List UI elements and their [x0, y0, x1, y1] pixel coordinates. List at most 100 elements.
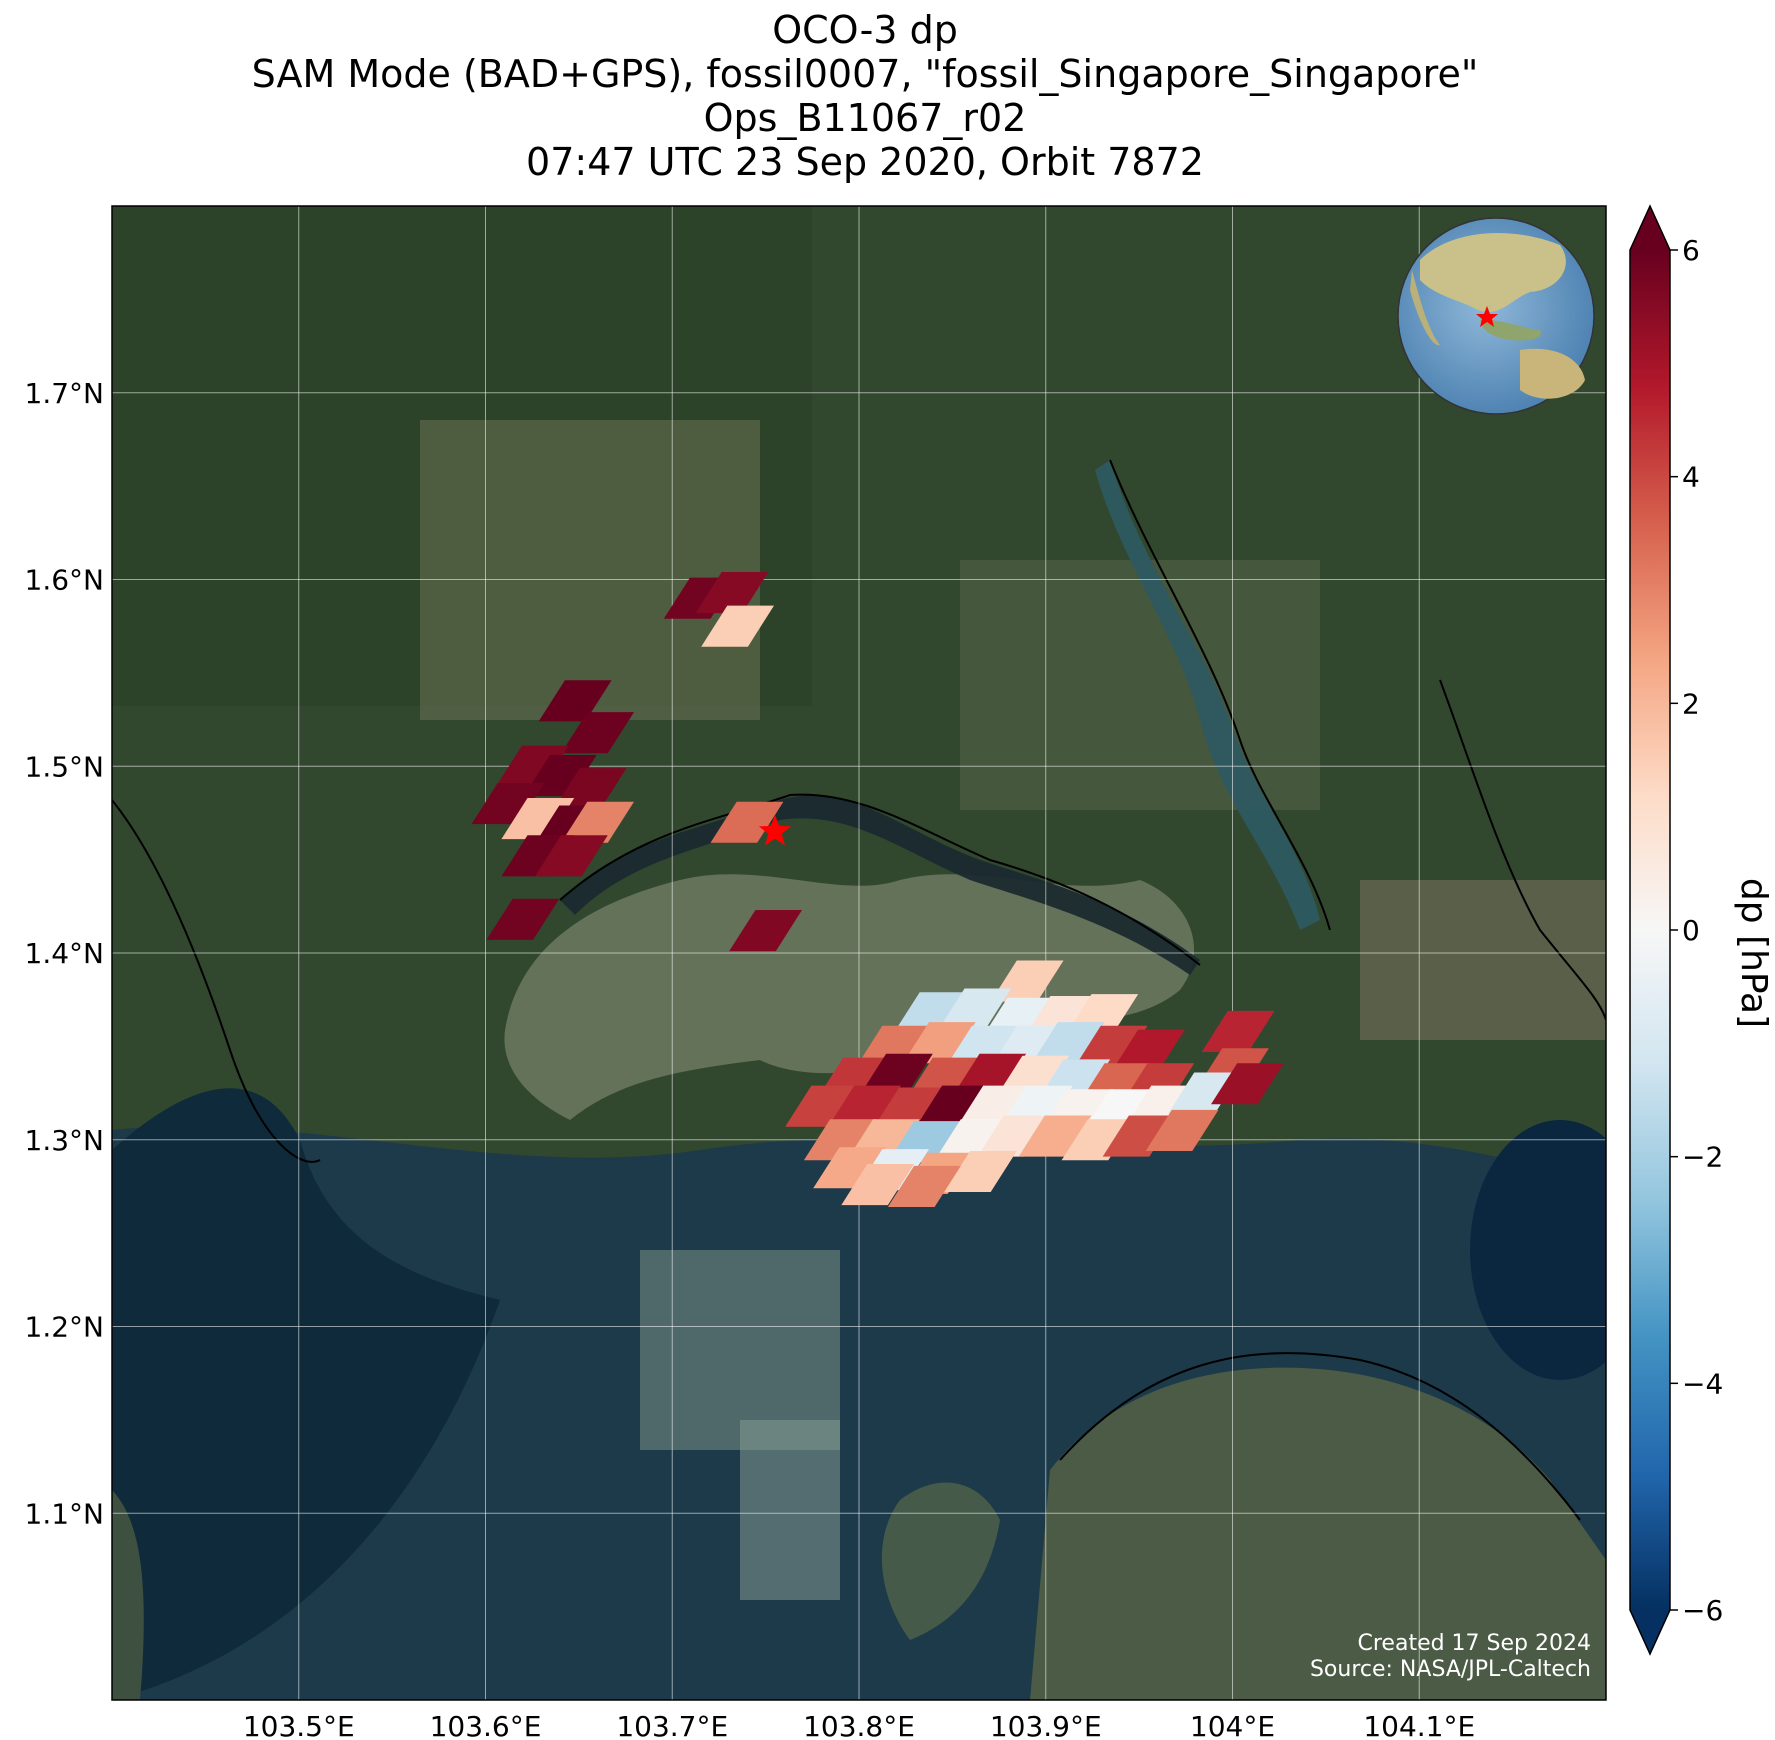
island-patch	[112, 1490, 144, 1700]
sounding-footprint	[695, 572, 769, 614]
colorbar-tick-label: 4	[1682, 461, 1700, 494]
urban-patch	[420, 420, 760, 720]
lon-tick-label: 103.7°E	[616, 1710, 728, 1740]
industrial-patch	[1360, 880, 1606, 1040]
sounding-footprint	[1018, 1115, 1092, 1157]
sounding-footprint	[957, 1085, 1030, 1127]
sounding-footprint	[813, 1147, 887, 1189]
colorbar-tick-label: 6	[1682, 234, 1700, 267]
lat-tick-label: 1.5°N	[25, 750, 104, 783]
colorbar-extend-bottom	[1630, 1610, 1670, 1654]
colorbar-tick-label: 0	[1682, 914, 1700, 947]
gridlines	[112, 206, 1606, 1700]
lat-tick-label: 1.7°N	[25, 377, 104, 410]
sounding-footprint	[561, 801, 634, 843]
figure-title: OCO-3 dp SAM Mode (BAD+GPS), fossil0007,…	[0, 8, 1730, 184]
sounding-footprint	[486, 898, 560, 940]
sounding-footprint	[859, 1053, 933, 1095]
colorbar-extend-top	[1630, 206, 1670, 250]
lon-tick-label: 103.6°E	[430, 1710, 542, 1740]
title-line-3: Ops_B11067_r02	[703, 96, 1027, 140]
globe-india-landmass	[1410, 270, 1440, 346]
title-line-2: SAM Mode (BAD+GPS), fossil0007, "fossil_…	[251, 52, 1479, 96]
sounding-footprint	[1061, 1119, 1135, 1161]
sounding-footprint	[934, 1119, 1008, 1161]
lat-tick-label: 1.2°N	[25, 1311, 104, 1344]
sounding-footprint	[501, 798, 575, 840]
globe-asia-landmass	[1420, 233, 1566, 313]
latitude-tick-labels: 1.1°N 1.2°N 1.3°N 1.4°N 1.5°N 1.6°N 1.7°N	[25, 377, 104, 1531]
sounding-footprint	[893, 992, 967, 1034]
title-line-1: OCO-3 dp	[772, 8, 958, 52]
sounding-footprint	[1102, 1115, 1176, 1157]
coastline	[1059, 1352, 1581, 1521]
lon-tick-label: 104.1°E	[1363, 1710, 1475, 1740]
urban-patch	[960, 560, 1320, 810]
lon-tick-label: 103.5°E	[243, 1710, 355, 1740]
colorbar-gradient	[1630, 250, 1670, 1610]
sounding-footprint	[1168, 1072, 1241, 1114]
sounding-footprint	[710, 801, 784, 843]
colorbar-tick-label: −4	[1682, 1367, 1723, 1400]
sounding-footprint	[1074, 1025, 1148, 1067]
sounding-footprint	[538, 680, 612, 722]
deep-sea-west	[112, 1088, 500, 1700]
credit-source: Source: NASA/JPL-Caltech	[1310, 1657, 1591, 1682]
sounding-footprint	[1201, 1010, 1275, 1052]
colorbar-ticks: 6 4 2 0 −2 −4 −6	[1670, 234, 1723, 1627]
sounding-footprint	[902, 1022, 976, 1064]
sounding-footprint	[729, 910, 802, 952]
sounding-footprint	[803, 1119, 877, 1161]
sounding-footprint	[944, 1151, 1017, 1192]
sounding-footprints	[471, 572, 1284, 1207]
sounding-footprint	[887, 1165, 961, 1207]
sounding-footprint	[977, 1115, 1051, 1157]
sounding-footprint	[873, 1087, 946, 1129]
lat-tick-label: 1.4°N	[25, 937, 104, 970]
lon-tick-label: 104°E	[1190, 1710, 1275, 1740]
inset-globe	[1397, 217, 1595, 415]
title-line-4: 07:47 UTC 23 Sep 2020, Orbit 7872	[526, 140, 1204, 184]
sounding-footprint	[938, 988, 1012, 1030]
coastline	[1109, 459, 1331, 931]
sea-east	[1470, 1120, 1606, 1380]
colorbar-tick-label: −6	[1682, 1594, 1723, 1627]
sounding-footprint	[561, 712, 634, 754]
sounding-footprint	[1031, 1022, 1105, 1064]
lon-tick-label: 103.9°E	[990, 1710, 1102, 1740]
sounding-footprint	[828, 1085, 901, 1127]
lat-tick-label: 1.1°N	[25, 1497, 104, 1530]
target-star-marker	[758, 814, 792, 846]
sea-glint	[640, 1250, 840, 1450]
singapore-island	[504, 874, 1195, 1120]
sounding-footprint	[945, 1025, 1019, 1067]
sounding-footprint	[701, 605, 774, 647]
coastline	[112, 799, 321, 1163]
lat-tick-label: 1.6°N	[25, 564, 104, 597]
sounding-footprint	[841, 1164, 915, 1206]
island-patch	[881, 1482, 1000, 1640]
sounding-footprint	[1112, 1029, 1185, 1071]
colorbar-label: dp [hPa]	[1733, 878, 1774, 1028]
sounding-footprint	[785, 1085, 859, 1127]
batam-island	[1030, 1367, 1606, 1700]
lat-tick-label: 1.3°N	[25, 1124, 104, 1157]
globe-indonesia-landmass	[1480, 319, 1541, 341]
globe-australia-landmass	[1520, 348, 1585, 399]
longitude-tick-labels: 103.5°E 103.6°E 103.7°E 103.8°E 103.9°E 104°E…	[243, 1710, 1475, 1740]
sounding-footprint	[856, 1025, 929, 1067]
johor-river	[1095, 460, 1320, 930]
globe-target-star	[1476, 306, 1498, 327]
lon-tick-label: 103.8°E	[803, 1710, 915, 1740]
colorbar: 6 4 2 0 −2 −4 −6 dp [hPa]	[1629, 204, 1774, 1656]
colorbar-tick-label: 2	[1682, 687, 1700, 720]
sounding-footprint	[953, 1053, 1027, 1095]
sounding-footprint	[535, 835, 608, 877]
sea-glint	[740, 1420, 840, 1600]
map-frame	[111, 205, 1607, 1701]
coastline	[1439, 679, 1606, 1021]
sounding-footprint	[1211, 1063, 1284, 1105]
sounding-footprint	[1145, 1109, 1219, 1151]
sounding-footprint	[471, 783, 545, 825]
